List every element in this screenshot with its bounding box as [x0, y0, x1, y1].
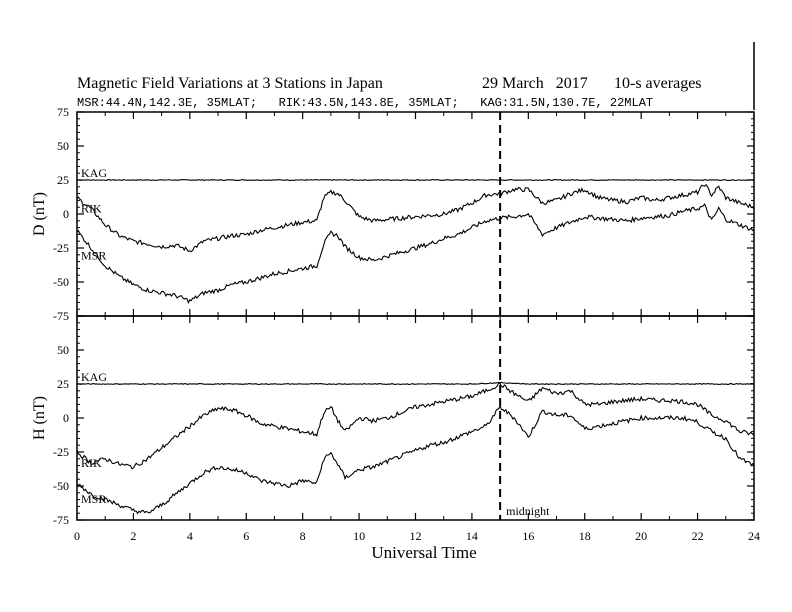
panel-frame [76, 111, 755, 317]
x-tick-label: 0 [74, 529, 80, 543]
series-label-msr: MSR [81, 249, 106, 263]
x-tick-label: 24 [748, 529, 760, 543]
series-label-msr: MSR [81, 492, 106, 506]
y-tick-label: -75 [53, 309, 69, 323]
y-tick-label: 0 [63, 207, 69, 221]
panel-h: 50 25 0 -25 -50 -75 H (nT) KAG RIK MSR [31, 315, 755, 527]
y-tick-label: 50 [57, 139, 69, 153]
x-tick-label: 18 [579, 529, 591, 543]
x-axis-label: Universal Time [371, 543, 476, 562]
chart-date: 29 March 2017 [482, 75, 588, 92]
panel-frame [76, 315, 755, 521]
y-tick-label: -75 [53, 513, 69, 527]
y-tick-label: 25 [57, 173, 69, 187]
series-line-rik [76, 382, 755, 470]
y-tick-label: -50 [53, 275, 69, 289]
panel-d: 75 50 25 0 -25 -50 -75 D (nT) KAG RIK MSR [31, 105, 755, 323]
series-label-rik: RIK [81, 456, 102, 470]
x-tick-label: 6 [243, 529, 249, 543]
y-tick-label: -50 [53, 479, 69, 493]
y-tick-label: -25 [53, 445, 69, 459]
y-tick-label: 50 [57, 343, 69, 357]
series-line-msr [76, 203, 755, 304]
chart-averaging: 10-s averages [614, 75, 702, 92]
station-coordinates: MSR:44.4N,142.3E, 35MLAT; RIK:43.5N,143.… [77, 96, 653, 110]
x-tick-label: 14 [466, 529, 478, 543]
y-tick-label: 25 [57, 377, 69, 391]
y-tick-label: 75 [57, 105, 69, 119]
series-label-rik: RIK [81, 202, 102, 216]
y-tick-label: 0 [63, 411, 69, 425]
y-tick-label: -25 [53, 241, 69, 255]
series-line-msr [76, 404, 755, 515]
x-tick-label: 10 [353, 529, 365, 543]
series-line-kag [76, 381, 755, 386]
y-axis-label: H (nT) [31, 396, 48, 440]
series-label-kag: KAG [81, 166, 107, 180]
x-tick-label: 4 [187, 529, 193, 543]
series-label-kag: KAG [81, 370, 107, 384]
panels-group: 75 50 25 0 -25 -50 -75 D (nT) KAG RIK MSR 50 25 0 -25 -… [31, 105, 755, 527]
chart-title: Magnetic Field Variations at 3 Stations … [77, 75, 383, 92]
x-tick-label: 8 [300, 529, 306, 543]
x-tick-label: 20 [635, 529, 647, 543]
x-tick-label: 16 [522, 529, 534, 543]
y-axis-label: D (nT) [31, 192, 48, 236]
x-tick-label: 12 [410, 529, 422, 543]
midnight-annotation: midnight [506, 504, 550, 518]
x-tick-label: 2 [130, 529, 136, 543]
series-line-rik [76, 183, 755, 253]
series-line-kag [77, 178, 755, 181]
x-tick-label: 22 [692, 529, 704, 543]
x-axis: 0 2 4 6 8 10 12 14 16 18 20 22 24 [74, 529, 760, 543]
